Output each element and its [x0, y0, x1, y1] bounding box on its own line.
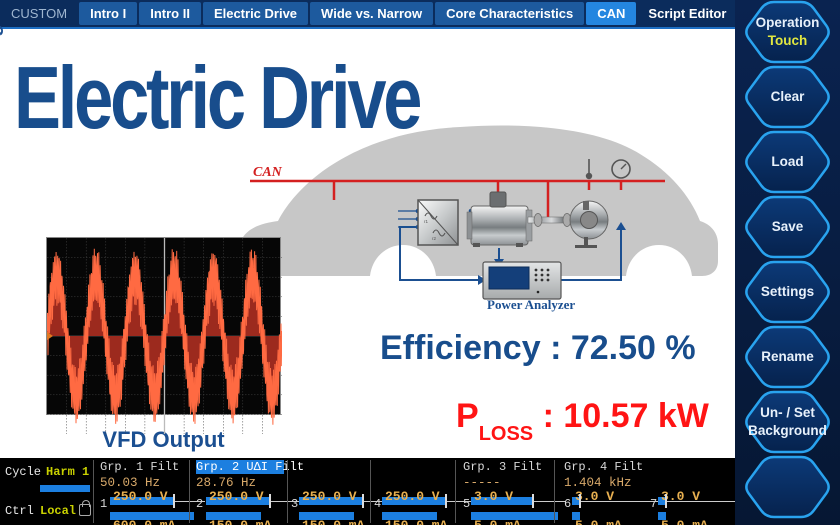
svg-text:r2: r2 — [432, 236, 436, 241]
svg-text:r1: r1 — [424, 219, 428, 224]
svg-text:CAN: CAN — [253, 165, 283, 180]
svg-text:Power Analyzer: Power Analyzer — [487, 297, 575, 312]
